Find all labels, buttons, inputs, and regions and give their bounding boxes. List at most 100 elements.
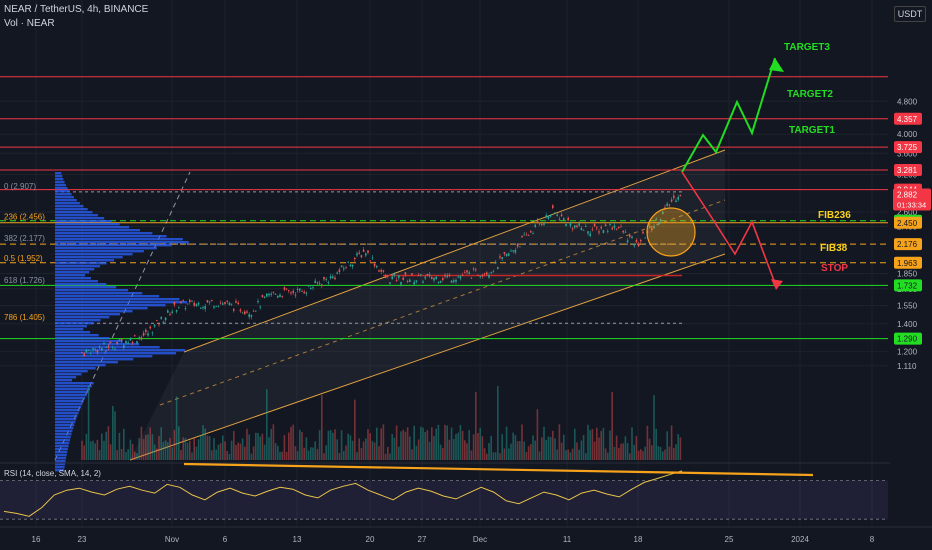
profile-bar (55, 184, 66, 187)
volume-bar (213, 438, 215, 460)
volume-bar (505, 426, 508, 460)
volume-bar (611, 391, 613, 460)
volume-bar (556, 449, 558, 460)
price-axis[interactable]: 4.8004.0003.6003.2002.6002.4001.8501.700… (890, 0, 932, 527)
volume-bar (158, 436, 160, 460)
candle-body (576, 225, 578, 228)
volume-bar (417, 439, 420, 460)
candle-body (219, 302, 222, 304)
volume-bar (129, 439, 132, 460)
candle-body (164, 317, 167, 321)
candle-body (424, 276, 426, 279)
candle-body (109, 342, 112, 344)
candle-body (538, 223, 541, 225)
volume-bar (230, 440, 233, 460)
profile-bar (55, 274, 86, 277)
countdown-text: 01:33:34 (897, 200, 926, 209)
candle-body (532, 233, 534, 234)
volume-bar (607, 452, 609, 460)
profile-bar (55, 394, 87, 397)
candle-body (213, 306, 215, 308)
volume-bar (134, 451, 136, 460)
candle-body (206, 300, 209, 303)
candle-body (294, 294, 297, 296)
profile-bar (55, 466, 65, 469)
volume-bar (274, 443, 277, 460)
candle-body (602, 230, 605, 233)
currency-button[interactable]: USDT (894, 6, 926, 22)
candle-body (675, 200, 677, 203)
profile-bar (55, 460, 66, 463)
profile-bar (55, 301, 187, 304)
fib-trendline (54, 171, 191, 461)
candle-body (450, 280, 453, 283)
volume-bar (571, 448, 574, 460)
price-tick-label: 4.800 (897, 97, 918, 106)
volume-bar (635, 436, 638, 460)
volume-bar (347, 433, 349, 460)
profile-bar (55, 355, 153, 358)
profile-bar (55, 358, 134, 361)
volume-bar (149, 427, 151, 460)
candle-body (596, 227, 598, 229)
candle-body (659, 219, 662, 222)
volume-bar (651, 445, 653, 460)
volume-bar (345, 445, 347, 460)
time-axis[interactable]: 16 23 Nov 6 13 20 27 Dec 11 18 25 2024 8 (0, 526, 932, 544)
volume-bar (481, 436, 484, 460)
candle-body (237, 302, 239, 304)
volume-bar (279, 451, 281, 460)
volume-bar (142, 439, 145, 460)
volume-bar (94, 443, 96, 460)
candle-body (393, 274, 396, 275)
profile-bar (55, 307, 148, 310)
projection-paths (681, 57, 784, 290)
annotation-label: STOP (821, 263, 848, 274)
profile-bar (55, 232, 153, 235)
profile-bar (55, 415, 78, 418)
volume-bar (204, 428, 206, 460)
volume-bar (257, 432, 259, 460)
price-level-tag (894, 279, 922, 292)
candle-body (648, 224, 651, 226)
volume-bar (261, 433, 264, 460)
candle-body (178, 307, 180, 309)
candle-body (116, 341, 118, 344)
candle-body (497, 267, 499, 269)
candle-body (395, 280, 398, 281)
candle-body (303, 291, 305, 294)
candle-body (296, 288, 299, 291)
candle-body (347, 261, 349, 263)
volume-bar (116, 450, 118, 460)
volume-bar (171, 447, 173, 460)
volume-bar (327, 430, 330, 460)
volume-bar (301, 432, 303, 460)
profile-bar (55, 430, 73, 433)
volume-bar (98, 449, 101, 460)
volume-bar (523, 441, 525, 460)
volume-bar (543, 426, 545, 460)
profile-bar (55, 454, 67, 457)
volume-bar (569, 452, 572, 460)
price-level-tag-text: 1.963 (897, 259, 918, 268)
candle-body (519, 246, 521, 248)
volume-bar (450, 427, 453, 460)
candle-body (123, 345, 125, 348)
candle-body (208, 301, 211, 303)
candle-body (565, 223, 567, 226)
volume-bar (673, 448, 675, 460)
volume-bar (217, 444, 220, 460)
profile-bar (55, 271, 90, 274)
candle-body (552, 205, 554, 208)
volume-bar (446, 425, 448, 460)
time-tick-label: Nov (165, 535, 179, 544)
volume-bar (189, 440, 191, 460)
volume-bar (521, 424, 523, 460)
candle-body (373, 263, 376, 267)
candle-body (624, 231, 627, 233)
volume-bar (545, 439, 547, 460)
symbol-title: NEAR / TetherUS, 4h, BINANCE (4, 4, 149, 15)
profile-bar (55, 379, 72, 382)
volume-bar (618, 447, 620, 460)
